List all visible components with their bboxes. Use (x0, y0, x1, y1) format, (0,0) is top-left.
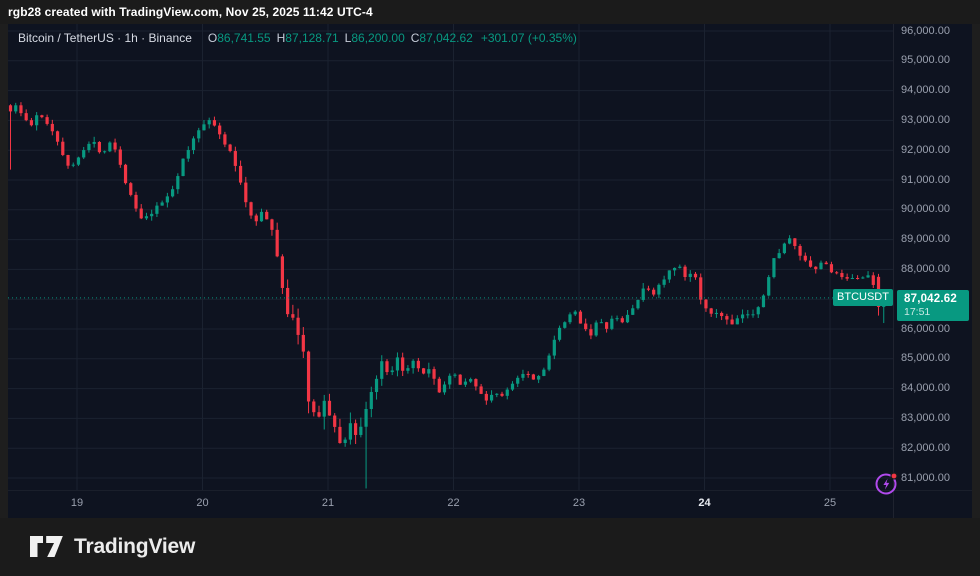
chart-pane: Bitcoin / TetherUS · 1h · Binance O 86,74… (8, 24, 972, 518)
time-scale[interactable]: 19 20 21 22 23 24 25 (8, 494, 893, 518)
time-axis-label: 24 (698, 497, 711, 509)
chart-legend: Bitcoin / TetherUS · 1h · Binance O 86,74… (18, 31, 577, 45)
footer-brand-text[interactable]: TradingView (74, 535, 196, 558)
time-axis-label: 19 (70, 497, 84, 509)
time-axis-label: 21 (321, 497, 335, 509)
open-label: O (207, 31, 218, 45)
watermark-text: rgb28 created with TradingView.com, Nov … (8, 5, 373, 19)
candlestick-chart[interactable] (8, 24, 972, 518)
close-label: C (410, 31, 420, 45)
header-bar: rgb28 created with TradingView.com, Nov … (0, 0, 980, 24)
time-axis-label: 22 (447, 497, 460, 509)
low-value: 86,200.00 (351, 31, 405, 45)
current-price-value: 87,042.62 (904, 292, 957, 305)
footer-bar: TradingView (0, 518, 980, 576)
bar-countdown: 17:51 (904, 305, 931, 318)
change-value: +301.07 (+0.35%) (480, 31, 577, 45)
time-axis-label: 20 (196, 497, 209, 509)
low-label: L (344, 31, 352, 45)
symbol-price-badge[interactable]: BTCUSDT (833, 289, 893, 307)
current-price-tag: 87,042.62 17:51 (897, 289, 969, 321)
lightning-button[interactable] (874, 470, 900, 496)
open-value: 86,741.55 (217, 31, 271, 45)
time-axis-label: 25 (823, 497, 837, 509)
alert-dot (891, 473, 897, 479)
high-value: 87,128.71 (285, 31, 339, 45)
high-label: H (276, 31, 286, 45)
bolt-glyph (883, 478, 890, 490)
close-value: 87,042.62 (419, 31, 473, 45)
time-axis-label: 23 (572, 497, 586, 509)
lightning-circle-icon (875, 472, 898, 495)
symbol-title[interactable]: Bitcoin / TetherUS · 1h · Binance (18, 31, 192, 45)
tradingview-logo-icon[interactable] (30, 536, 64, 558)
